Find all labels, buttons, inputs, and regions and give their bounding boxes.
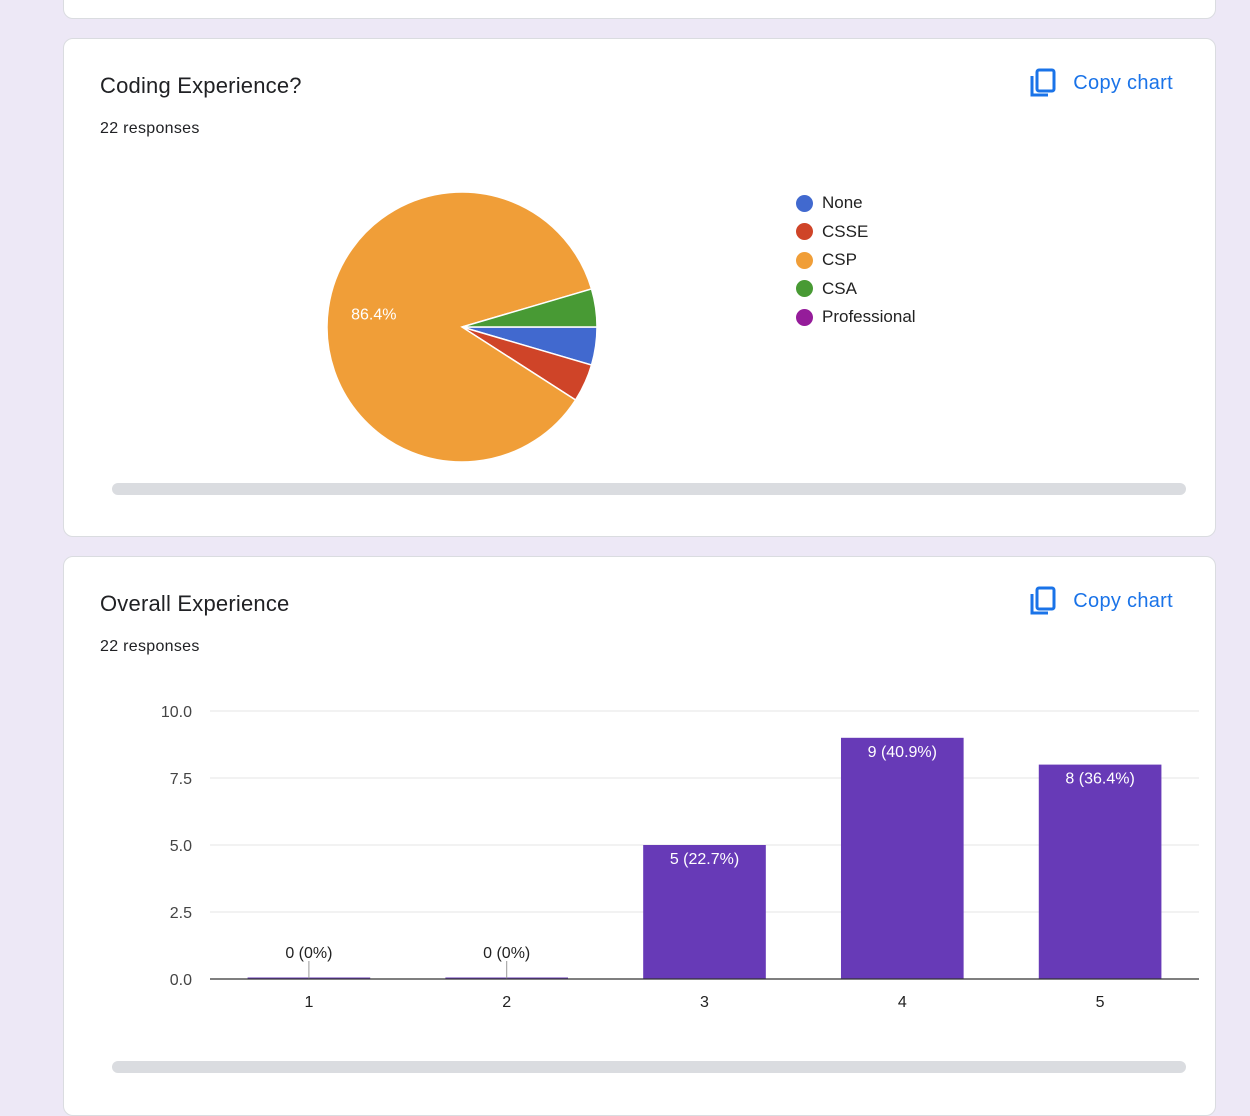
horizontal-scrollbar[interactable]	[112, 1061, 1186, 1073]
y-tick-label: 10.0	[161, 704, 192, 721]
legend-swatch	[796, 308, 813, 326]
pie-slice-csa[interactable]	[461, 288, 598, 328]
copy-icon	[1030, 68, 1056, 97]
x-tick-label: 3	[700, 994, 709, 1011]
bar-data-label: 0 (0%)	[483, 945, 530, 962]
pie-legend: None CSSE CSP CSA Professional	[796, 189, 916, 332]
x-tick-label: 2	[502, 994, 511, 1011]
bar-chart: 0.0 2.5 5.0 7.5 10.0 0 (0%) 1 0 (0%) 2 5 (22.7%) 3…	[161, 704, 1199, 1011]
previous-question-card	[63, 0, 1216, 19]
legend-label: CSP	[822, 250, 857, 270]
pie-chart: 86.4%	[326, 191, 598, 463]
legend-label: CSA	[822, 278, 857, 298]
legend-swatch	[796, 251, 813, 269]
legend-item-professional: Professional	[796, 303, 916, 332]
legend-label: CSSE	[822, 221, 869, 241]
bar-data-label: 0 (0%)	[285, 945, 332, 962]
copy-chart-label: Copy chart	[1073, 71, 1173, 94]
legend-item-csa: CSA	[796, 275, 916, 304]
legend-label: Professional	[822, 307, 916, 327]
question-title: Overall Experience	[100, 591, 290, 616]
legend-item-csp: CSP	[796, 246, 916, 275]
legend-label: None	[822, 193, 863, 213]
pie-slice-csp[interactable]	[326, 191, 593, 463]
overall-experience-card: Overall Experience 22 responses Copy cha…	[63, 556, 1216, 1116]
legend-swatch	[796, 280, 813, 298]
y-tick-label: 5.0	[170, 838, 192, 855]
x-tick-label: 4	[898, 994, 907, 1011]
y-tick-label: 7.5	[170, 771, 192, 788]
bar-5[interactable]	[1038, 764, 1162, 979]
x-tick-label: 5	[1096, 994, 1105, 1011]
pie-data-label: 86.4%	[351, 306, 396, 323]
copy-chart-label: Copy chart	[1073, 589, 1173, 612]
horizontal-scrollbar[interactable]	[112, 483, 1186, 495]
y-tick-label: 0.0	[170, 972, 192, 989]
bar-4[interactable]	[840, 737, 964, 979]
legend-swatch	[796, 223, 813, 241]
bar-3[interactable]	[643, 845, 766, 979]
response-count: 22 responses	[100, 120, 200, 137]
bar-data-label: 5 (22.7%)	[670, 851, 739, 868]
copy-icon	[1030, 586, 1056, 615]
legend-swatch	[796, 194, 813, 212]
bar-data-label: 8 (36.4%)	[1065, 771, 1134, 788]
copy-chart-button[interactable]: Copy chart	[1029, 586, 1173, 616]
question-title: Coding Experience?	[100, 73, 302, 98]
legend-item-csse: CSSE	[796, 218, 916, 247]
bar-data-label: 9 (40.9%)	[868, 744, 937, 761]
coding-experience-card: Coding Experience? 22 responses Copy cha…	[63, 38, 1216, 537]
x-tick-label: 1	[304, 994, 313, 1011]
legend-item-none: None	[796, 189, 916, 218]
response-count: 22 responses	[100, 638, 200, 655]
copy-chart-button[interactable]: Copy chart	[1029, 68, 1173, 98]
y-tick-label: 2.5	[170, 905, 192, 922]
